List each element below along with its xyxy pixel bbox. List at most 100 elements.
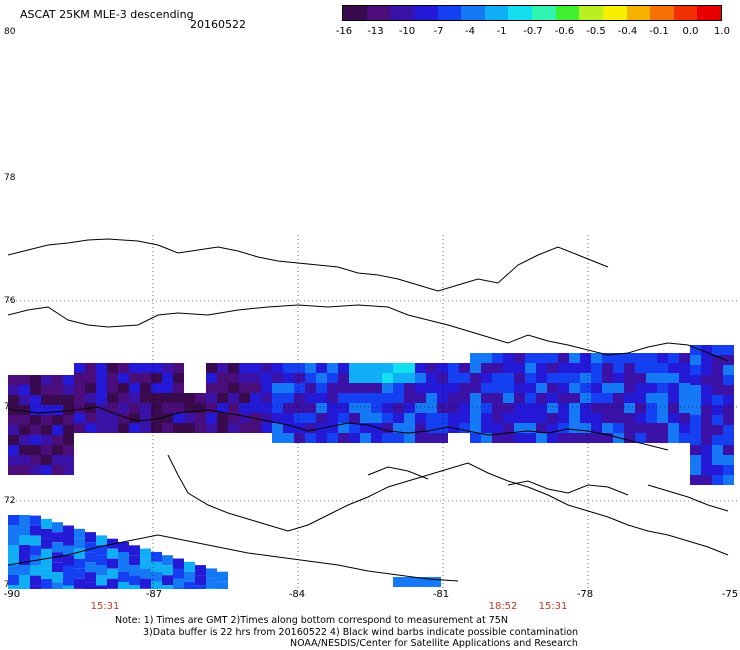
wind-cell [272,363,283,373]
wind-cell [470,433,481,443]
wind-cell [404,393,415,403]
wind-cell [679,353,690,363]
wind-cell [52,532,63,543]
wind-cell [723,415,734,425]
wind-cell [360,413,371,423]
wind-cell [85,423,96,433]
wind-cell [580,393,591,403]
wind-cell [19,525,30,535]
wind-cell [85,562,96,573]
lat-label-72: 72 [4,496,16,506]
wind-cell [63,525,74,536]
wind-cell [404,413,415,423]
wind-cell [239,423,250,433]
wind-cell [536,373,547,383]
wind-cell [173,568,184,579]
wind-cell [338,363,349,373]
wind-cell [52,572,63,583]
wind-cell [239,393,250,403]
note-line-1: Note: 1) Times are GMT 2)Times along bot… [115,615,508,626]
colorbar-label: -0.6 [554,26,575,37]
wind-cell [74,578,85,589]
wind-cell [712,355,723,365]
wind-cell [239,373,250,383]
colorbar-swatch [579,6,603,20]
wind-cell [503,383,514,393]
wind-cell [712,435,723,445]
wind-cell [129,545,140,556]
wind-cell [492,353,503,363]
wind-cell [41,435,52,445]
wind-cell [426,423,437,433]
colorbar-label: -0.4 [617,26,638,37]
wind-cell [569,363,580,373]
wind-cell [679,373,690,383]
wind-cell [624,353,635,363]
wind-cell [118,562,129,572]
wind-cell [173,423,184,433]
wind-cell [712,465,723,475]
wind-cell [52,375,63,385]
wind-cell [470,353,481,363]
wind-cell [602,413,613,423]
colorbar-label: -10 [398,26,416,37]
wind-cell [19,515,30,525]
wind-cell [140,578,151,589]
wind-cell [8,525,19,535]
wind-cell [173,558,184,569]
wind-cell [404,373,415,383]
wind-cell [19,385,30,395]
wind-cell [8,375,19,385]
wind-cell [437,393,448,403]
wind-cell [580,433,591,443]
wind-cell [437,363,448,373]
wind-cell [492,423,503,433]
wind-cell [195,403,206,413]
wind-cell [8,455,19,465]
wind-cell [723,375,734,385]
colorbar-label: -0.5 [586,26,606,37]
wind-cell [19,545,30,555]
wind-cell [294,413,305,423]
wind-cell [437,373,448,383]
colorbar-label: -4 [465,26,475,37]
wind-cell [118,572,129,582]
wind-cell [657,353,668,363]
wind-cell [118,552,129,562]
wind-cell [41,578,52,589]
wind-cell [30,375,41,385]
wind-cell [327,393,338,403]
colorbar-swatch [366,6,391,20]
wind-cell [624,383,635,393]
wind-cell [437,433,448,443]
wind-cell [52,445,63,455]
wind-cell [118,542,129,552]
wind-cell [690,415,701,425]
lat-label-78: 78 [4,173,16,183]
wind-cell [96,383,107,393]
wind-cell [228,413,239,423]
wind-cell [30,465,41,475]
wind-cell [481,423,492,433]
wind-cell [129,575,140,586]
wind-cell [316,413,327,423]
wind-cell [613,403,624,413]
wind-cell [52,385,63,395]
wind-cell [525,363,536,373]
wind-cell [74,403,85,413]
wind-cell [602,373,613,383]
wind-cell [151,383,162,393]
wind-cell [19,585,30,589]
wind-cell [349,363,360,373]
wind-cell [624,373,635,383]
wind-cell [239,413,250,423]
wind-cell [371,413,382,423]
wind-cell [349,433,360,443]
wind-cell [162,363,173,373]
wind-cell [701,365,712,375]
wind-cell [52,415,63,425]
note-line-2: 3)Data buffer is 22 hrs from 20160522 4)… [143,627,579,638]
wind-cell [437,403,448,413]
wind-cell [690,475,701,485]
wind-cell [448,383,459,393]
